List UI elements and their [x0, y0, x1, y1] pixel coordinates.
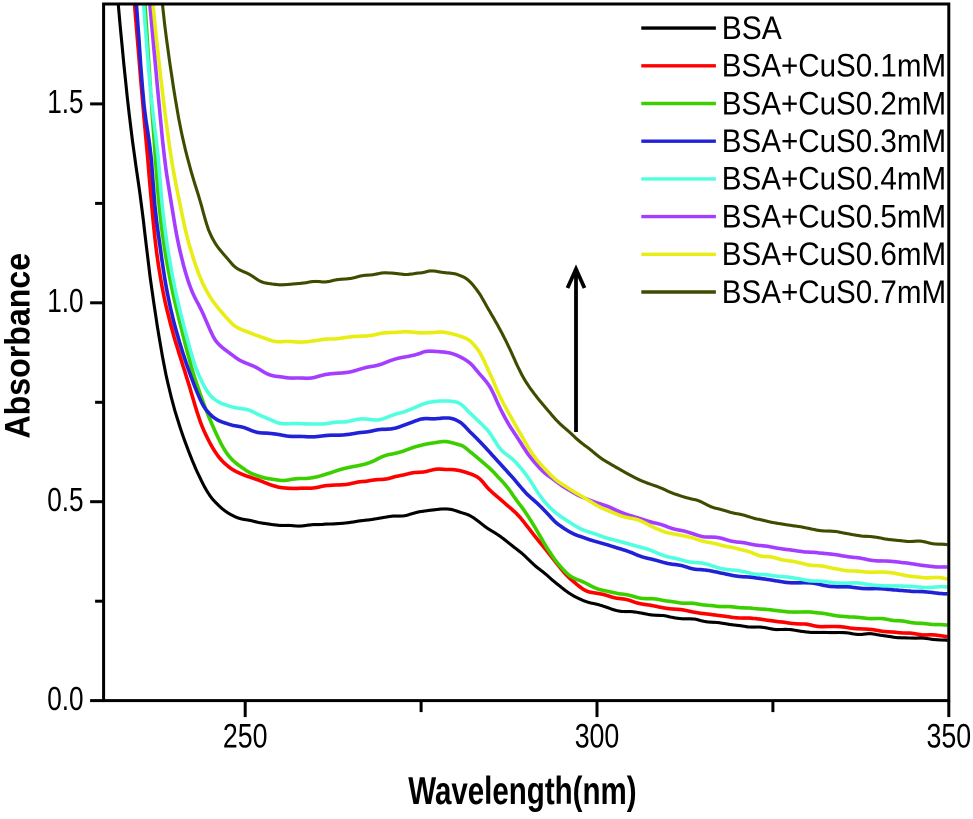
svg-text:BSA+CuS0.3mM: BSA+CuS0.3mM	[722, 122, 946, 159]
svg-text:BSA+CuS0.5mM: BSA+CuS0.5mM	[722, 197, 946, 234]
svg-text:BSA+CuS0.1mM: BSA+CuS0.1mM	[722, 47, 946, 84]
svg-text:BSA+CuS0.7mM: BSA+CuS0.7mM	[722, 273, 946, 310]
svg-text:0.0: 0.0	[47, 680, 83, 717]
svg-text:BSA+CuS0.4mM: BSA+CuS0.4mM	[722, 160, 946, 197]
svg-text:250: 250	[223, 718, 268, 756]
svg-text:BSA: BSA	[722, 9, 782, 46]
svg-text:350: 350	[927, 718, 972, 756]
svg-text:Absorbance: Absorbance	[0, 253, 37, 439]
svg-text:Wavelength(nm): Wavelength(nm)	[408, 770, 636, 813]
svg-text:BSA+CuS0.6mM: BSA+CuS0.6mM	[722, 235, 946, 272]
svg-text:BSA+CuS0.2mM: BSA+CuS0.2mM	[722, 84, 946, 121]
svg-text:1.5: 1.5	[47, 83, 83, 120]
svg-text:300: 300	[575, 718, 620, 756]
svg-text:0.5: 0.5	[47, 481, 83, 518]
svg-text:1.0: 1.0	[47, 282, 83, 319]
